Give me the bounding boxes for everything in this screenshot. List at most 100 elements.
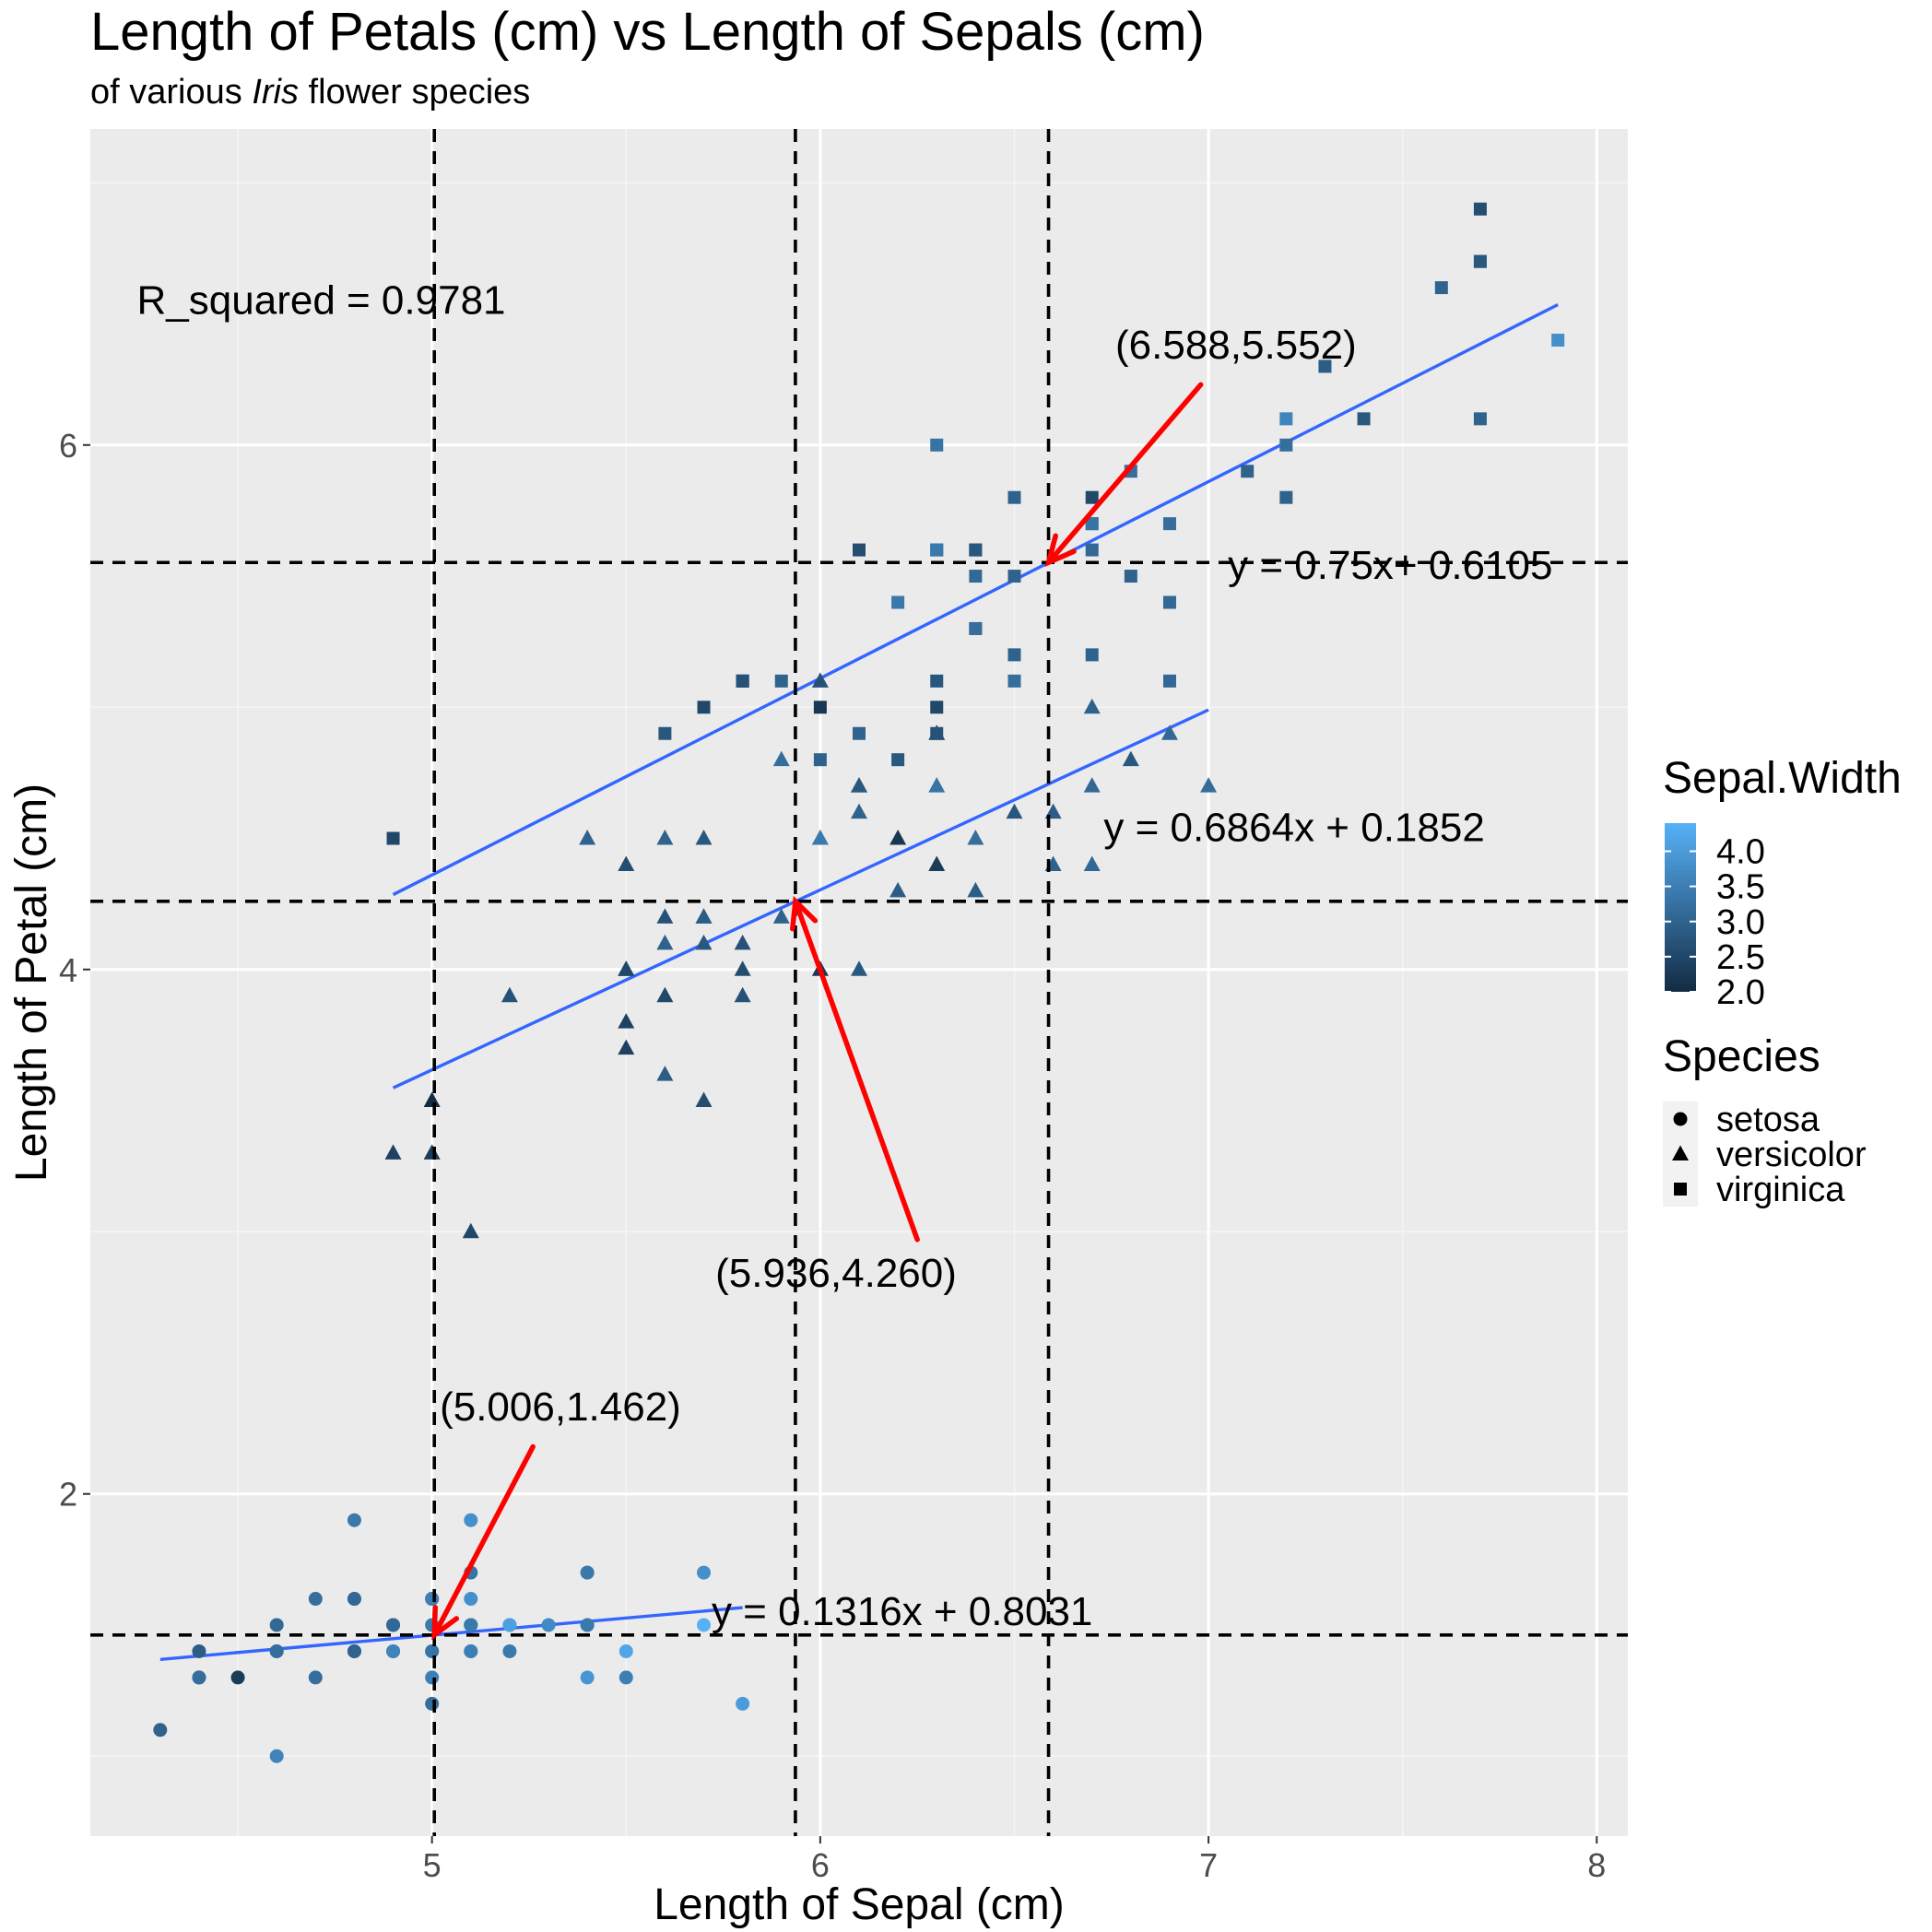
versicolor-point (695, 1091, 713, 1108)
setosa-point (386, 1618, 401, 1632)
virginica-point (930, 438, 944, 452)
virginica-point (969, 621, 983, 635)
versicolor-point (851, 803, 867, 819)
shape-legend-setosa-icon (1673, 1112, 1688, 1126)
setosa-point (618, 1643, 633, 1658)
versicolor-point (618, 855, 635, 871)
callout-label: (5.006,1.462) (440, 1384, 681, 1430)
versicolor-point (656, 986, 674, 1003)
virginica-point (1473, 254, 1487, 268)
setosa-point (192, 1670, 206, 1685)
setosa-point (308, 1670, 323, 1685)
virginica-point (930, 701, 944, 714)
versicolor-point (734, 934, 751, 950)
versicolor-point (851, 960, 867, 976)
versicolor-point (462, 1222, 479, 1239)
x-tick-label: 6 (811, 1846, 830, 1884)
setosa-point (269, 1643, 284, 1658)
shape-legend-label: setosa (1716, 1101, 1820, 1139)
virginica-point (891, 595, 905, 609)
versicolor-point (656, 908, 674, 924)
versicolor-point (423, 1091, 441, 1108)
regression-equation-label: y = 0.75x+ 0.6105 (1228, 543, 1552, 588)
x-tick-label: 8 (1587, 1846, 1606, 1884)
setosa-point (347, 1592, 361, 1607)
virginica-point (853, 726, 866, 740)
setosa-point (347, 1643, 361, 1658)
setosa-point (464, 1643, 478, 1658)
virginica-point (813, 701, 827, 714)
virginica-point (1473, 202, 1487, 216)
setosa-point (464, 1592, 478, 1607)
virginica-point (930, 543, 944, 557)
setosa-point (697, 1565, 712, 1580)
versicolor-point (967, 881, 984, 898)
x-tick-label: 7 (1199, 1846, 1218, 1884)
setosa-point (541, 1618, 556, 1632)
r-squared-label: R_squared = 0.9781 (137, 278, 506, 324)
versicolor-point (1200, 777, 1218, 793)
versicolor-point (1083, 855, 1101, 871)
color-legend-label: 3.0 (1716, 903, 1765, 942)
reference-lines (90, 129, 1628, 1836)
versicolor-point (772, 750, 790, 767)
virginica-point (1085, 490, 1099, 504)
versicolor-point (695, 934, 713, 950)
virginica-point (386, 831, 400, 845)
setosa-point (386, 1643, 401, 1658)
setosa-point (464, 1513, 478, 1527)
subtitle-prefix: of various (90, 73, 252, 112)
callout-arrow-shaft (1045, 382, 1204, 566)
versicolor-point (1083, 777, 1101, 793)
shape-legend-label: virginica (1716, 1171, 1845, 1209)
versicolor-point (384, 1144, 402, 1160)
color-legend-bar (1665, 823, 1696, 992)
virginica-point (891, 753, 905, 767)
y-tick-label: 6 (59, 427, 77, 465)
setosa-point (425, 1592, 440, 1607)
virginica-point (930, 674, 944, 688)
virginica-point (813, 753, 827, 767)
virginica-point (658, 726, 672, 740)
legend: Sepal.Width 4.03.53.02.52.0 Species seto… (1663, 754, 1902, 1209)
regression-line-virginica (392, 302, 1559, 897)
y-tick-label: 2 (59, 1476, 77, 1514)
versicolor-point (734, 960, 751, 976)
versicolor-point (618, 960, 635, 976)
versicolor-point (579, 830, 596, 845)
shape-legend-title: Species (1663, 1032, 1820, 1081)
setosa-point (425, 1643, 440, 1658)
setosa-point (502, 1643, 517, 1658)
y-axis-title: Length of Petal (cm) (7, 783, 56, 1182)
setosa-point (192, 1643, 206, 1658)
virginica-point (1279, 490, 1293, 504)
setosa-point (347, 1513, 361, 1527)
virginica-point (1007, 674, 1021, 688)
virginica-point (1162, 595, 1176, 609)
regression-equation-label: y = 0.6864x + 0.1852 (1103, 805, 1484, 850)
setosa-point (153, 1723, 168, 1738)
plot-panel (90, 129, 1628, 1836)
color-legend-title: Sepal.Width (1663, 754, 1902, 803)
chart-subtitle: of various Iris flower species (90, 73, 530, 112)
x-tick-label: 5 (423, 1846, 442, 1884)
virginica-point (1279, 438, 1293, 452)
regression-equation-label: y = 0.1316x + 0.8031 (712, 1589, 1092, 1634)
versicolor-point (1044, 803, 1062, 819)
virginica-point (1551, 334, 1565, 348)
annotations: R_squared = 0.9781 y = 0.75x+ 0.6105 y = 0… (137, 278, 1552, 1641)
versicolor-point (889, 830, 907, 845)
setosa-point (580, 1565, 595, 1580)
versicolor-point (811, 830, 829, 845)
virginica-point (1241, 465, 1255, 478)
virginica-point (736, 674, 749, 688)
virginica-point (1007, 490, 1021, 504)
virginica-point (1357, 412, 1371, 426)
virginica-point (1162, 674, 1176, 688)
x-axis-ticks: 5 6 7 8 (423, 1836, 1606, 1884)
shape-legend-virginica-icon (1674, 1183, 1687, 1196)
color-legend-label: 2.5 (1716, 938, 1765, 977)
versicolor-point (695, 830, 713, 845)
versicolor-point (618, 1039, 635, 1055)
